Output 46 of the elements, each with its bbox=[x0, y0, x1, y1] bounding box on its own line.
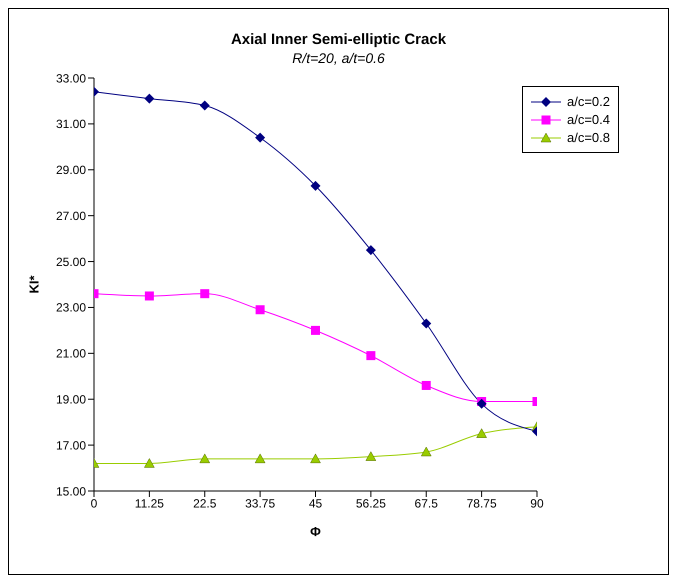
y-tick-label: 15.00 bbox=[56, 484, 86, 498]
x-tick-label: 90 bbox=[530, 496, 544, 511]
y-tick-label: 23.00 bbox=[56, 300, 86, 315]
point bbox=[200, 289, 210, 298]
point bbox=[256, 305, 265, 314]
x-tick-label: 11.25 bbox=[134, 496, 164, 511]
y-axis-title: KI* bbox=[26, 274, 42, 294]
point bbox=[476, 428, 487, 438]
point bbox=[144, 458, 155, 468]
point bbox=[199, 454, 210, 464]
y-tick-label: 19.00 bbox=[56, 392, 86, 406]
x-tick-label: 0 bbox=[90, 496, 98, 511]
point bbox=[476, 398, 487, 409]
y-tick-label: 17.00 bbox=[56, 438, 86, 452]
point bbox=[200, 100, 210, 111]
point bbox=[366, 245, 376, 256]
legend-label: a/c=0.4 bbox=[566, 112, 610, 127]
x-tick-label: 33.75 bbox=[245, 496, 276, 511]
legend-label: a/c=0.2 bbox=[566, 94, 610, 109]
point bbox=[255, 132, 266, 143]
point bbox=[420, 446, 432, 456]
point bbox=[144, 291, 154, 300]
point bbox=[144, 94, 154, 104]
x-tick-label: 56.25 bbox=[356, 496, 386, 511]
x-axis-title: Φ bbox=[310, 524, 322, 539]
y-tick-label: 27.00 bbox=[56, 208, 86, 223]
legend-label: a/c=0.8 bbox=[566, 130, 610, 145]
point bbox=[254, 454, 266, 464]
point bbox=[310, 326, 320, 335]
x-tick-label: 45 bbox=[308, 496, 322, 511]
x-tick-label: 22.5 bbox=[193, 496, 217, 511]
chart-subtitle: R/t=20, a/t=0.6 bbox=[291, 50, 386, 66]
x-tick-label: 67.5 bbox=[414, 496, 438, 511]
point bbox=[421, 318, 432, 329]
y-tick-label: 21.00 bbox=[56, 346, 86, 361]
y-tick-label: 33.00 bbox=[56, 71, 86, 86]
chart-title: Axial Inner Semi-elliptic Crack bbox=[230, 31, 448, 48]
point bbox=[422, 380, 431, 390]
y-tick-label: 25.00 bbox=[56, 254, 86, 269]
point bbox=[310, 454, 321, 464]
point bbox=[366, 351, 376, 360]
point bbox=[310, 180, 320, 191]
y-tick-label: 31.00 bbox=[56, 117, 86, 132]
y-tick-label: 29.00 bbox=[56, 163, 86, 178]
x-tick-label: 78.75 bbox=[466, 496, 497, 511]
point bbox=[366, 451, 376, 461]
